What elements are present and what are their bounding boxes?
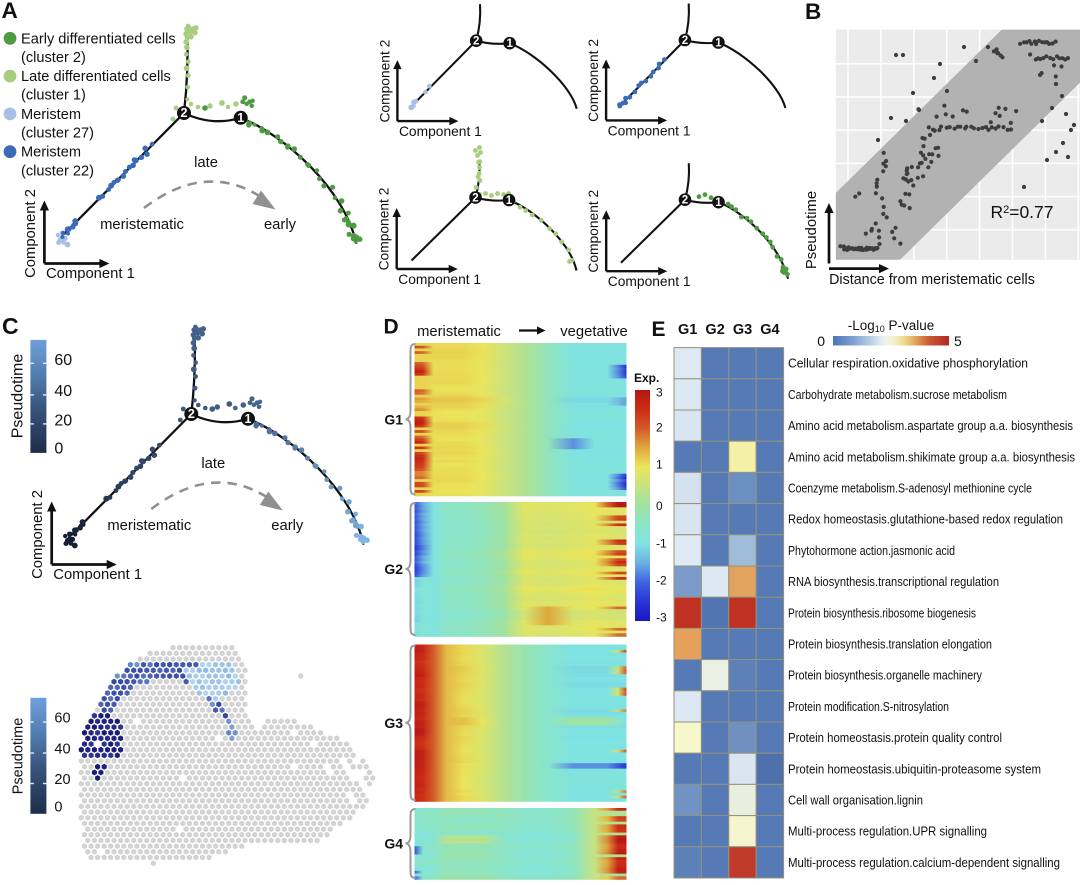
svg-text:Carbohydrate metabolism.sucros: Carbohydrate metabolism.sucrose metaboli…: [788, 388, 1007, 402]
svg-text:RNA biosynthesis.transcription: RNA biosynthesis.transcriptional regulat…: [788, 575, 999, 589]
svg-text:E: E: [652, 318, 666, 341]
svg-text:1: 1: [656, 458, 663, 472]
svg-text:Component 1: Component 1: [399, 124, 482, 139]
svg-text:Component 1: Component 1: [46, 266, 135, 282]
svg-text:A: A: [2, 0, 18, 23]
svg-text:G2: G2: [384, 561, 403, 577]
svg-text:R2=0.77: R2=0.77: [990, 202, 1053, 222]
svg-text:Distance from meristematic cel: Distance from meristematic cells: [829, 272, 1035, 288]
svg-text:40: 40: [54, 383, 72, 400]
svg-text:late: late: [194, 155, 218, 171]
svg-text:60: 60: [54, 352, 72, 369]
svg-text:2: 2: [188, 407, 195, 421]
svg-text:meristematic: meristematic: [417, 324, 501, 340]
svg-text:1: 1: [506, 38, 513, 50]
svg-text:Protein homeostasis.protein qu: Protein homeostasis.protein quality cont…: [788, 731, 1002, 745]
svg-text:Component 1: Component 1: [53, 567, 142, 583]
svg-text:Exp.: Exp.: [634, 371, 659, 385]
svg-text:meristematic: meristematic: [100, 217, 184, 233]
svg-text:60: 60: [54, 711, 70, 727]
svg-text:Redox homeostasis.glutathione-: Redox homeostasis.glutathione-based redo…: [788, 513, 1063, 527]
svg-text:40: 40: [54, 742, 70, 758]
svg-text:B: B: [805, 0, 821, 24]
svg-text:-1: -1: [656, 536, 667, 550]
svg-text:G3: G3: [384, 715, 403, 731]
svg-text:2: 2: [682, 35, 688, 47]
svg-text:1: 1: [715, 37, 722, 49]
svg-text:Phytohormone action.jasmonic a: Phytohormone action.jasmonic acid: [788, 544, 955, 558]
svg-text:meristematic: meristematic: [107, 518, 191, 534]
svg-text:-Log10 P-value: -Log10 P-value: [848, 318, 935, 334]
svg-text:(cluster 27): (cluster 27): [21, 126, 94, 142]
svg-text:G4: G4: [760, 322, 779, 338]
svg-text:Late differentiated cells: Late differentiated cells: [21, 69, 171, 85]
svg-text:late: late: [201, 456, 225, 472]
svg-text:2: 2: [656, 421, 663, 435]
svg-text:D: D: [384, 316, 399, 339]
svg-text:Amino acid metabolism.aspartat: Amino acid metabolism.aspartate group a.…: [788, 419, 1073, 433]
svg-text:Coenzyme metabolism.S-adenosyl: Coenzyme metabolism.S-adenosyl methionin…: [788, 482, 1032, 496]
svg-text:Component 1: Component 1: [398, 272, 481, 287]
svg-text:Multi-process regulation.calci: Multi-process regulation.calcium-depende…: [788, 856, 1060, 870]
svg-text:Early differentiated cells: Early differentiated cells: [21, 31, 176, 47]
svg-text:G1: G1: [678, 322, 697, 338]
svg-text:Pseudotime: Pseudotime: [804, 191, 820, 269]
svg-text:1: 1: [245, 412, 252, 426]
svg-text:G3: G3: [733, 322, 752, 338]
svg-text:Cell wall organisation.lignin: Cell wall organisation.lignin: [788, 794, 923, 808]
svg-text:Protein homeostasis.ubiquitin-: Protein homeostasis.ubiquitin-proteasome…: [788, 762, 1041, 776]
svg-text:Cellular respiration.oxidative: Cellular respiration.oxidative phosphory…: [788, 357, 1028, 371]
svg-text:Component 2: Component 2: [30, 490, 46, 579]
svg-text:Protein biosynthesis.ribosome: Protein biosynthesis.ribosome biogenesis: [788, 606, 976, 620]
svg-text:1: 1: [715, 197, 722, 209]
svg-text:G1: G1: [384, 411, 403, 427]
svg-text:Meristem: Meristem: [21, 107, 81, 123]
svg-text:2: 2: [181, 106, 188, 120]
svg-text:2: 2: [472, 192, 478, 204]
svg-text:0: 0: [817, 333, 825, 349]
svg-text:vegetative: vegetative: [560, 324, 627, 340]
svg-text:Component 1: Component 1: [608, 123, 691, 138]
svg-text:Component 1: Component 1: [608, 274, 691, 289]
svg-text:Pseudotime: Pseudotime: [10, 718, 26, 795]
svg-text:1: 1: [237, 111, 244, 125]
svg-text:Protein modification.S-nitrosy: Protein modification.S-nitrosylation: [788, 700, 949, 714]
svg-text:0: 0: [54, 441, 63, 458]
svg-text:-2: -2: [656, 574, 667, 588]
svg-text:1: 1: [506, 195, 513, 207]
svg-text:Amino acid metabolism.shikimat: Amino acid metabolism.shikimate group a.…: [788, 450, 1075, 464]
svg-text:Protein biosynthesis.translati: Protein biosynthesis.translation elongat…: [788, 638, 992, 652]
svg-text:20: 20: [54, 413, 72, 430]
svg-text:3: 3: [656, 386, 663, 400]
svg-text:2: 2: [473, 36, 479, 48]
svg-text:0: 0: [656, 499, 663, 513]
svg-text:(cluster 2): (cluster 2): [21, 50, 86, 66]
svg-text:Multi-process regulation.UPR s: Multi-process regulation.UPR signalling: [788, 825, 987, 839]
svg-text:5: 5: [954, 333, 962, 349]
svg-text:0: 0: [54, 800, 62, 816]
svg-text:G2: G2: [705, 322, 724, 338]
svg-text:2: 2: [682, 195, 688, 207]
svg-text:-3: -3: [656, 610, 667, 624]
svg-text:(cluster 1): (cluster 1): [21, 88, 86, 104]
svg-text:Protein biosynthesis.organelle: Protein biosynthesis.organelle machinery: [788, 669, 983, 683]
svg-text:20: 20: [54, 772, 70, 788]
svg-text:early: early: [271, 518, 304, 534]
svg-text:G4: G4: [384, 836, 403, 852]
svg-text:Component 2: Component 2: [377, 40, 392, 123]
svg-text:C: C: [2, 313, 19, 339]
svg-text:Meristem: Meristem: [21, 145, 81, 161]
svg-text:Component 2: Component 2: [586, 39, 601, 122]
svg-text:Pseudotime: Pseudotime: [9, 354, 26, 439]
svg-text:early: early: [264, 217, 297, 233]
svg-text:Component 2: Component 2: [377, 188, 392, 271]
svg-text:Component 2: Component 2: [586, 190, 601, 273]
svg-text:Component 2: Component 2: [23, 189, 39, 278]
svg-text:(cluster 22): (cluster 22): [21, 163, 94, 179]
